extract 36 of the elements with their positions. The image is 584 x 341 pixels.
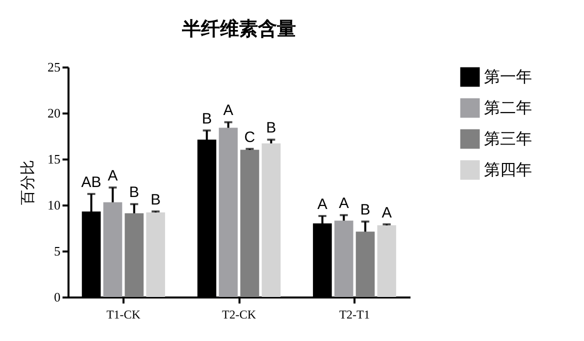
- legend-label: 第三年: [484, 131, 532, 148]
- data-label: B: [360, 202, 370, 219]
- data-label: B: [202, 110, 212, 128]
- y-tick-label: 0: [54, 290, 60, 304]
- data-label: B: [129, 184, 140, 202]
- y-tick-label: 10: [48, 198, 60, 212]
- data-label: A: [317, 196, 328, 214]
- bar: [218, 128, 238, 297]
- bar: [146, 212, 166, 297]
- y-tick-label: 20: [48, 106, 60, 120]
- bar: [262, 143, 281, 297]
- bar: [377, 225, 396, 297]
- y-tick-label: 15: [48, 152, 60, 166]
- legend-label: 第一年: [484, 69, 532, 86]
- y-axis-title: 百分比: [20, 160, 36, 205]
- y-tick-label: 25: [48, 60, 60, 74]
- legend-label: 第二年: [484, 100, 532, 117]
- data-label: C: [244, 128, 256, 146]
- bar: [124, 213, 144, 297]
- legend-label: 第四年: [484, 162, 532, 179]
- data-label: A: [382, 204, 392, 222]
- data-label: B: [266, 120, 276, 137]
- bar: [240, 150, 260, 297]
- data-label: B: [150, 191, 161, 208]
- x-tick-label: T2-CK: [222, 308, 256, 322]
- x-tick-label: T1-CK: [106, 308, 141, 322]
- y-tick-label: 5: [54, 244, 60, 258]
- bar: [356, 232, 375, 297]
- x-tick-label: T2-T1: [339, 308, 370, 322]
- bar: [334, 220, 354, 297]
- data-label: A: [223, 102, 234, 120]
- bar: [103, 202, 122, 297]
- chart-title: 半纤维素含量: [181, 18, 296, 40]
- data-label: AB: [81, 174, 102, 191]
- data-label: A: [338, 195, 349, 212]
- data-label: A: [108, 168, 118, 185]
